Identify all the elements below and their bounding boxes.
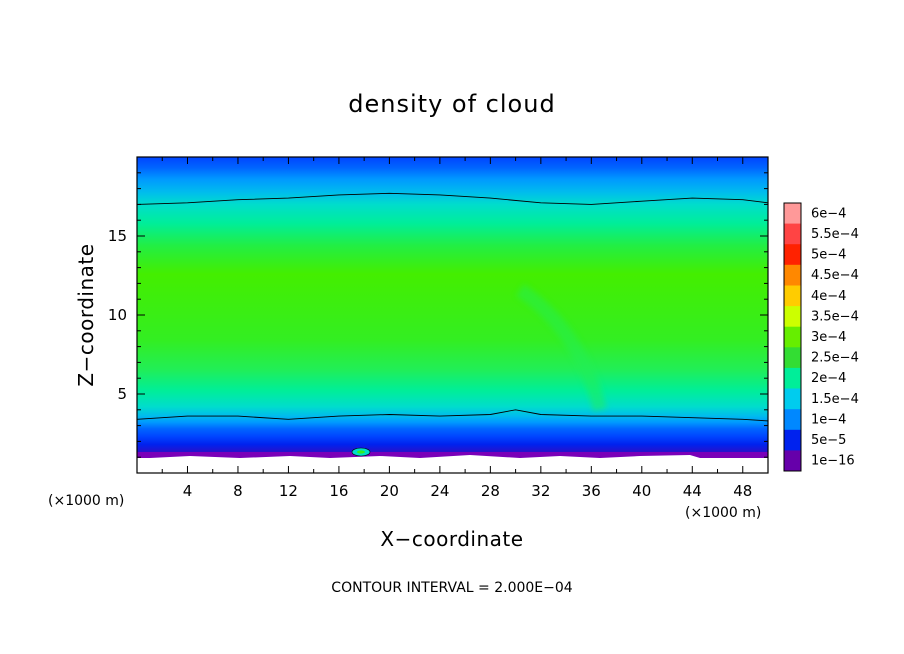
colorbar-label: 2.5e−4 <box>811 351 859 366</box>
colorbar-swatch <box>784 367 801 389</box>
colorbar-swatch <box>784 244 801 266</box>
x-tick-label: 16 <box>329 482 348 500</box>
x-tick-label: 8 <box>233 482 243 500</box>
plume-streak <box>516 284 607 412</box>
colorbar-swatch <box>784 203 801 224</box>
colorbar-swatch <box>784 347 801 369</box>
colorbar-label: 5.5e−4 <box>811 227 859 242</box>
contour-lines <box>136 192 769 422</box>
x-tick-label: 44 <box>683 482 702 500</box>
colorbar-label: 1e−4 <box>811 413 846 428</box>
colorbar-label: 4.5e−4 <box>811 268 859 283</box>
colorbar-swatch <box>784 306 801 328</box>
y-tick-label: 5 <box>117 385 127 403</box>
x-tick-label: 48 <box>733 482 752 500</box>
colorbar-label: 3e−4 <box>811 330 846 345</box>
contour-line-2 <box>136 192 769 205</box>
colorbar-label: 4e−4 <box>811 289 846 304</box>
colorbar: 6e−4 5.5e−4 5e−4 4.5e−4 4e−4 3.5e−4 3e−4 2.5e−4… <box>783 202 859 472</box>
colorbar-label: 2e−4 <box>811 371 846 386</box>
x-tick-label: 20 <box>380 482 399 500</box>
y-tick-label: 10 <box>108 306 127 324</box>
colorbar-swatch <box>784 450 801 472</box>
colorbar-swatch <box>784 326 801 348</box>
colorbar-swatch <box>784 429 801 451</box>
y-axis-label: Z−coordinate <box>74 243 98 386</box>
colorbar-swatch <box>784 223 801 245</box>
eddy-core <box>357 450 365 454</box>
chart-title: density of cloud <box>348 90 555 118</box>
x-tick-label: 40 <box>632 482 651 500</box>
colorbar-swatch <box>784 409 801 431</box>
colorbar-label: 3.5e−4 <box>811 309 859 324</box>
x-tick-label: 12 <box>279 482 298 500</box>
x-tick-label: 4 <box>183 482 193 500</box>
x-tick-label: 24 <box>430 482 449 500</box>
colorbar-label: 5e−5 <box>811 433 846 448</box>
colorbar-frame <box>783 202 802 472</box>
x-tick-label: 32 <box>531 482 550 500</box>
ground-purple <box>137 452 768 458</box>
x-tick-label: 36 <box>582 482 601 500</box>
colorbar-swatch <box>784 285 801 307</box>
colorbar-swatch <box>784 388 801 410</box>
x-ticks: 4 8 12 16 20 24 28 32 36 40 44 48 <box>161 157 752 500</box>
x-axis-label: X−coordinate <box>380 527 523 551</box>
colorbar-label: 1.5e−4 <box>811 392 859 407</box>
contour-line-1 <box>136 409 769 422</box>
x-tick-label: 28 <box>481 482 500 500</box>
colorbar-label: 6e−4 <box>811 206 846 221</box>
field-fill <box>137 157 768 473</box>
colorbar-swatch <box>784 264 801 286</box>
y-tick-label: 15 <box>108 227 127 245</box>
x-unit-label: (×1000 m) <box>685 505 761 521</box>
y-unit-label: (×1000 m) <box>48 493 124 509</box>
contour-interval-note: CONTOUR INTERVAL = 2.000E−04 <box>331 580 572 596</box>
colorbar-label: 1e−16 <box>811 454 855 469</box>
y-ticks: 5 10 15 <box>108 172 768 458</box>
colorbar-label: 5e−4 <box>811 248 846 263</box>
